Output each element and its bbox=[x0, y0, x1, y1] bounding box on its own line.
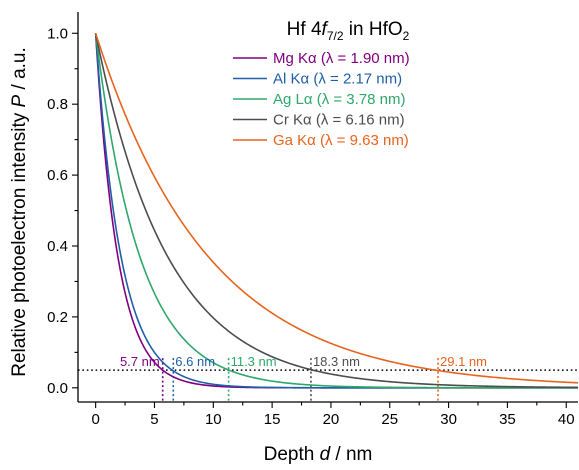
x-axis-title-italic: d bbox=[320, 444, 332, 465]
x-tick-label: 15 bbox=[264, 411, 281, 428]
x-tick-label: 40 bbox=[558, 411, 575, 428]
legend-label: Mg Kα (λ = 1.90 nm) bbox=[273, 50, 410, 67]
legend-label: Ga Kα (λ = 9.63 nm) bbox=[273, 132, 409, 149]
series-line bbox=[94, 33, 578, 389]
title-italic: f bbox=[322, 19, 329, 40]
title-middle: in HfO bbox=[344, 19, 403, 40]
depth-annotation: 29.1 nm bbox=[440, 354, 487, 369]
y-tick-label: 0.8 bbox=[47, 96, 68, 113]
legend: Mg Kα (λ = 1.90 nm) Al Kα (λ = 2.17 nm) Ag… bbox=[233, 50, 410, 149]
y-tick-label: 0.4 bbox=[47, 238, 68, 255]
series-layer bbox=[94, 33, 579, 389]
y-axis-title: Relative photoelectron intensity P / a.u… bbox=[9, 47, 30, 377]
y-ticks: 0.0 0.2 0.4 0.6 0.8 1.0 bbox=[47, 25, 78, 397]
x-tick-label: 0 bbox=[91, 411, 99, 428]
y-axis-title-suffix: / a.u. bbox=[9, 47, 30, 95]
y-axis-title-italic: P bbox=[9, 94, 30, 107]
series-line bbox=[94, 33, 579, 384]
series-line bbox=[94, 33, 579, 389]
y-axis-title-prefix: Relative photoelectron intensity bbox=[9, 107, 30, 376]
axes: 0 5 10 15 20 25 30 35 40 0.0 0.2 0.4 0.6 0.8 1.0 bbox=[47, 12, 578, 428]
x-tick-label: 25 bbox=[381, 411, 398, 428]
x-axis-title-prefix: Depth bbox=[264, 444, 320, 465]
x-axis-title: Depth d / nm bbox=[264, 444, 373, 465]
legend-label: Cr Kα (λ = 6.16 nm) bbox=[273, 112, 405, 129]
depth-annotations: 5.7 nm 6.6 nm 11.3 nm 18.3 nm 29.1 nm bbox=[120, 354, 487, 369]
x-axis-title-suffix: / nm bbox=[330, 444, 372, 465]
y-tick-label: 0.2 bbox=[47, 309, 68, 326]
y-tick-label: 0.0 bbox=[47, 380, 68, 397]
x-tick-label: 30 bbox=[440, 411, 457, 428]
title-prefix: Hf 4 bbox=[287, 19, 322, 40]
depth-annotation: 18.3 nm bbox=[313, 354, 360, 369]
depth-annotation: 11.3 nm bbox=[231, 354, 277, 369]
title-subscript2: 2 bbox=[403, 29, 410, 43]
legend-label: Ag Lα (λ = 3.78 nm) bbox=[273, 91, 405, 108]
depth-annotation: 6.6 nm bbox=[175, 354, 215, 369]
x-tick-label: 35 bbox=[499, 411, 516, 428]
title-subscript: 7/2 bbox=[327, 29, 344, 43]
y-tick-label: 0.6 bbox=[47, 167, 68, 184]
y-tick-label: 1.0 bbox=[47, 25, 68, 42]
depth-markers bbox=[161, 358, 439, 402]
depth-annotation: 5.7 nm bbox=[120, 354, 160, 369]
chart-title: Hf 4f7/2 in HfO2 bbox=[287, 19, 410, 43]
x-ticks: 0 5 10 15 20 25 30 35 40 bbox=[91, 402, 575, 428]
legend-label: Al Kα (λ = 2.17 nm) bbox=[273, 71, 402, 88]
x-tick-label: 5 bbox=[150, 411, 158, 428]
x-tick-label: 10 bbox=[205, 411, 222, 428]
x-tick-label: 20 bbox=[323, 411, 340, 428]
